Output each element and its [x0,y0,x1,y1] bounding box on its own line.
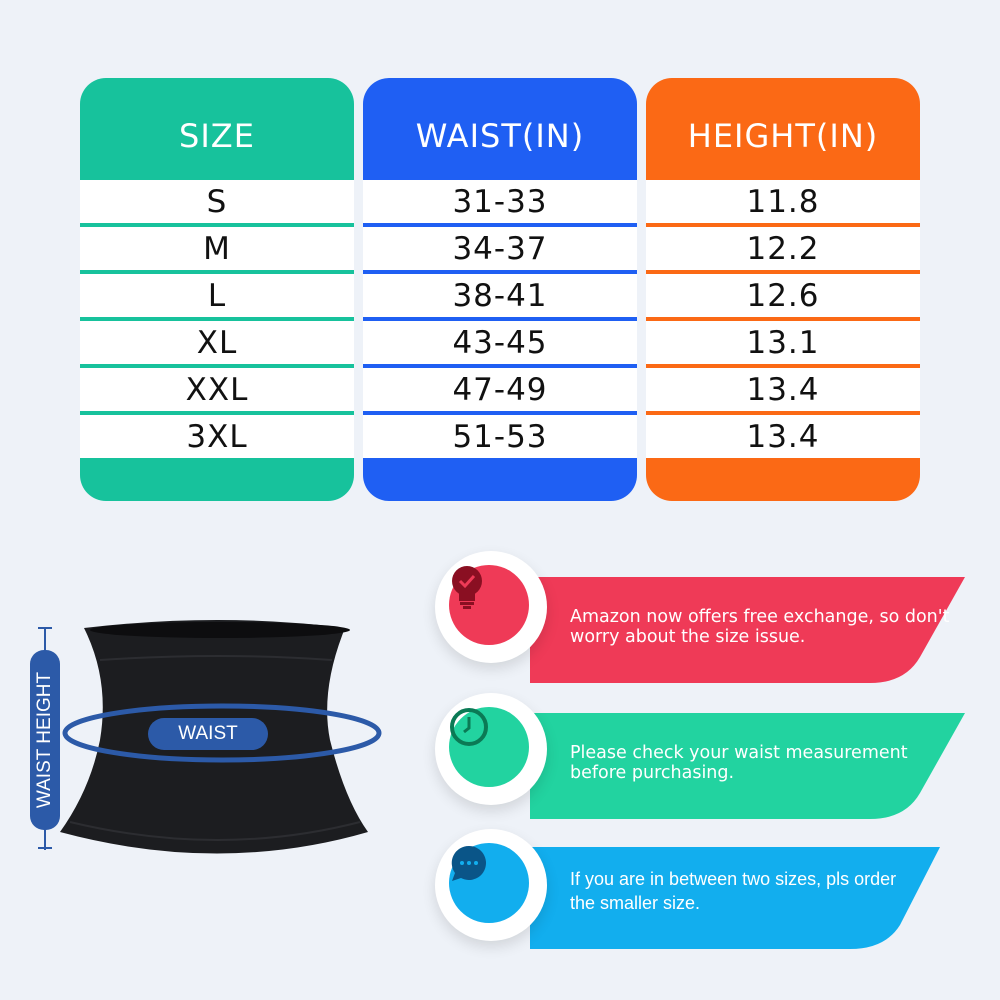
height-column: HEIGHT(IN) 11.8 12.2 12.6 13.1 13.4 13.4 [646,78,920,501]
waist-height-label: WAIST HEIGHT [34,671,55,809]
waist-ring [62,703,382,763]
cell-height: 13.4 [646,368,920,411]
cell-waist: 51-53 [363,415,637,458]
size-column: SIZE S M L XL XXL 3XL [80,78,354,501]
tip-text: If you are in between two sizes, pls ord… [570,869,897,913]
cell-waist: 31-33 [363,180,637,223]
clock-icon [450,708,488,746]
cell-height: 11.8 [646,180,920,223]
cell-waist: 38-41 [363,274,637,317]
tip-text: Amazon now offers free exchange, so don'… [570,607,950,647]
cell-size: M [80,227,354,270]
cell-size: XXL [80,368,354,411]
cell-waist: 34-37 [363,227,637,270]
cell-height: 12.2 [646,227,920,270]
cell-height: 12.6 [646,274,920,317]
waist-label: WAIST [178,723,238,744]
waist-column: WAIST(IN) 31-33 34-37 38-41 43-45 47-49 … [363,78,637,501]
waist-trainer-image [30,620,382,854]
cell-size: XL [80,321,354,364]
tip-text: Please check your waist measurement befo… [570,743,908,783]
cell-height: 13.1 [646,321,920,364]
header-waist: WAIST(IN) [415,117,585,155]
cell-size: 3XL [80,415,354,458]
chat-bubble-icon [451,845,486,881]
cell-size: L [80,274,354,317]
cell-waist: 47-49 [363,368,637,411]
cell-size: S [80,180,354,223]
header-height: HEIGHT(IN) [687,117,879,155]
cell-waist: 43-45 [363,321,637,364]
header-size: SIZE [179,117,255,155]
lightbulb-check-icon [452,566,482,609]
cell-height: 13.4 [646,415,920,458]
